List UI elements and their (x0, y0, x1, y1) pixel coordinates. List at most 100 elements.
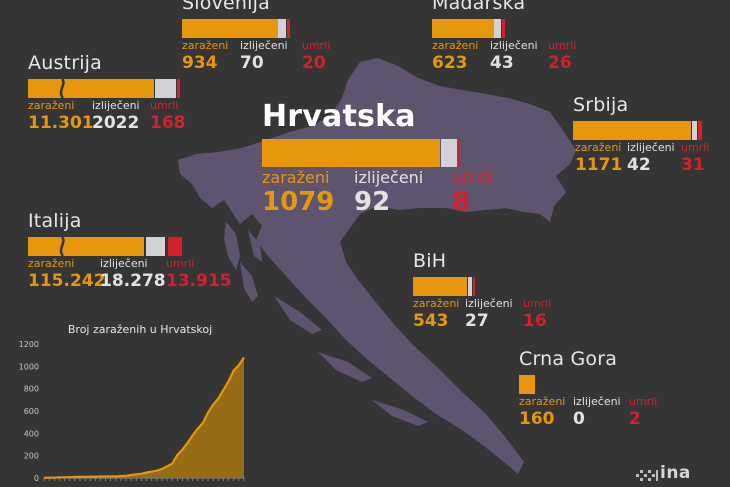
dead-label: umrli (302, 39, 331, 52)
recovered-label: izliječeni (490, 39, 538, 52)
infected-label: zaraženi (262, 168, 330, 187)
recovered-label: izliječeni (100, 257, 148, 270)
recovered-value: 18.278 (100, 271, 166, 291)
bar-infected (519, 375, 535, 394)
country-name: Hrvatska (262, 99, 416, 134)
recovered-value: 43 (490, 53, 514, 73)
dead-value: 13.915 (166, 271, 232, 291)
dead-value: 168 (150, 113, 186, 133)
infected-label: zaraženi (413, 297, 460, 310)
dead-value: 26 (548, 53, 572, 73)
country-name: Austrija (28, 52, 103, 74)
country-austria: Austrija zaraženi izliječeni umrli 11.30… (28, 52, 208, 142)
dead-value: 8 (452, 187, 471, 217)
y-tick-label: 1200 (19, 340, 39, 349)
stats: zaraženi izliječeni umrli 115.242 18.278… (28, 256, 232, 300)
country-name: Crna Gora (519, 348, 618, 370)
recovered-value: 42 (627, 155, 651, 175)
stats: zaraženi izliječeni umrli 934 70 20 (182, 38, 342, 82)
bar-recovered (278, 19, 286, 38)
croatia-island-1 (224, 222, 240, 270)
bar-infected (28, 237, 144, 256)
y-tick-label: 200 (24, 452, 39, 461)
bar-infected (28, 79, 154, 98)
recovered-label: izliječeni (627, 141, 675, 154)
recovered-label: izliječeni (573, 395, 621, 408)
bar-recovered (155, 79, 176, 98)
croatia-island-6 (372, 400, 428, 426)
y-axis: 0 200 400 600 800 1000 1200 (19, 340, 39, 483)
bar-infected (432, 19, 494, 38)
bar-dead (473, 277, 475, 296)
dead-label: umrli (523, 297, 552, 310)
bar-recovered (692, 121, 697, 140)
dead-label: umrli (166, 257, 195, 270)
dead-label: umrli (452, 168, 494, 187)
recovered-value: 0 (573, 409, 585, 429)
recovered-value: 70 (240, 53, 264, 73)
stacked-bar (182, 19, 294, 38)
stacked-bar (432, 19, 508, 38)
dead-label: umrli (548, 39, 577, 52)
recovered-label: izliječeni (465, 297, 513, 310)
stacked-bar (28, 237, 184, 256)
infected-label: zaraženi (575, 141, 622, 154)
infected-label: zaraženi (432, 39, 479, 52)
bar-recovered (468, 277, 472, 296)
stacked-bar (28, 79, 184, 98)
chart-title: Broj zaraženih u Hrvatskoj (68, 323, 212, 336)
country-bih: BiH zaraženi izliječeni umrli 543 27 16 (413, 250, 573, 340)
bar-infected (573, 121, 691, 140)
infected-label: zaraženi (519, 395, 566, 408)
stacked-bar (413, 277, 477, 296)
infected-value: 11.301 (28, 113, 94, 133)
infected-label: zaraženi (182, 39, 229, 52)
logo-text: ina (660, 463, 691, 483)
croatia-island-5 (318, 352, 372, 382)
y-tick-label: 400 (24, 429, 39, 438)
country-italy: Italija zaraženi izliječeni umrli 115.24… (28, 210, 232, 300)
country-croatia: Hrvatska zaraženi izliječeni umrli 1079 … (262, 100, 522, 223)
stacked-bar (519, 375, 539, 394)
stats: zaraženi izliječeni umrli 543 27 16 (413, 296, 573, 340)
y-tick-label: 800 (24, 385, 39, 394)
y-tick-label: 1000 (19, 362, 39, 371)
infected-value: 934 (182, 53, 218, 73)
infected-value: 1171 (575, 155, 623, 175)
infected-label: zaraženi (28, 99, 75, 112)
infected-value: 115.242 (28, 271, 106, 291)
dead-value: 2 (629, 409, 641, 429)
bar-infected (262, 139, 440, 167)
recovered-value: 27 (465, 311, 489, 331)
recovered-value: 92 (354, 187, 391, 217)
infected-value: 1079 (262, 187, 335, 217)
country-hungary: Mađarska zaraženi izliječeni umrli 623 4… (432, 0, 592, 82)
recovered-label: izliječeni (92, 99, 140, 112)
country-name: Slovenija (182, 0, 270, 14)
bar-recovered (494, 19, 501, 38)
dead-label: umrli (629, 395, 658, 408)
y-tick-label: 0 (34, 474, 39, 483)
dead-label: umrli (681, 141, 710, 154)
croatia-island-4 (274, 296, 322, 334)
bar-dead (177, 79, 180, 98)
y-tick-label: 600 (24, 407, 39, 416)
stacked-bar (262, 139, 464, 167)
infected-value: 543 (413, 311, 449, 331)
stacked-bar (573, 121, 703, 140)
bar-recovered (441, 139, 457, 167)
bar-dead (458, 139, 460, 167)
country-montenegro: Crna Gora zaraženi izliječeni umrli 160 … (519, 348, 679, 438)
croatia-island-2 (240, 262, 258, 302)
infected-label: zaraženi (28, 257, 75, 270)
country-name: BiH (413, 250, 447, 272)
bar-infected (413, 277, 467, 296)
recovered-label: izliječeni (240, 39, 288, 52)
recovered-label: izliječeni (354, 168, 424, 187)
croatia-cases-chart: Broj zaraženih u Hrvatskoj 0 200 400 600 800… (19, 323, 245, 483)
bar-dead (502, 19, 505, 38)
country-serbia: Srbija zaraženi izliječeni umrli 1171 42… (573, 94, 723, 184)
infected-value: 160 (519, 409, 555, 429)
axis-break-icon (59, 79, 65, 98)
